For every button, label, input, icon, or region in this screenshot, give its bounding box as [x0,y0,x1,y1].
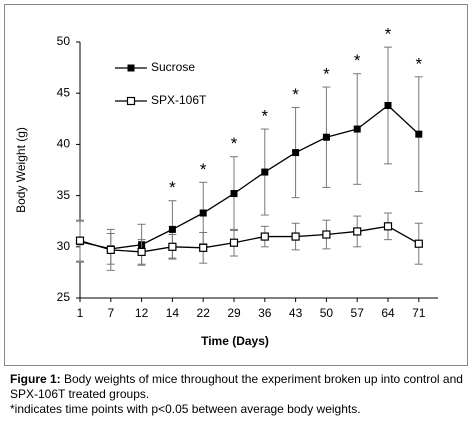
point [260,232,269,241]
point [75,236,85,245]
point [126,96,136,106]
point [353,125,361,133]
x-tick-label: 14 [166,306,180,320]
legend-label: Sucrose [151,60,195,74]
point [127,64,135,72]
point [322,133,330,141]
x-tick-label: 36 [258,306,272,320]
legend-label: SPX-106T [151,93,207,107]
x-tick-label: 12 [135,306,149,320]
x-tick-label: 1 [77,306,84,320]
point [353,227,362,236]
caption-label: Figure 1: [10,372,61,386]
significance-mark: * [169,178,176,197]
x-tick-label: 43 [289,306,303,320]
point [291,232,300,241]
caption: Figure 1: Body weights of mice throughou… [10,372,465,417]
y-axis-label: Body Weight (g) [14,127,28,213]
point [106,245,115,254]
y-tick-label: 25 [57,290,71,304]
x-tick-label: 57 [351,306,365,320]
series-line [79,225,420,253]
point [292,149,300,157]
significance-mark: * [385,25,392,44]
y-tick-label: 45 [57,85,71,99]
x-tick-label: 50 [320,306,334,320]
point [384,101,392,109]
point [199,243,208,252]
significance-mark: * [323,65,330,84]
x-tick-label: 71 [412,306,426,320]
point [414,239,423,248]
x-axis-label: Time (Days) [201,334,269,348]
significance-mark: * [261,107,268,126]
point [229,238,239,247]
point [415,130,423,138]
y-tick-label: 30 [57,239,71,253]
figure-frame [4,4,468,366]
x-tick-label: 64 [381,306,395,320]
caption-text: Body weights of mice throughout the expe… [10,372,463,401]
significance-mark: * [354,51,361,70]
x-tick-label: 7 [107,306,114,320]
series-line [79,104,420,250]
point [168,225,176,233]
point [199,209,207,217]
y-tick-label: 50 [57,34,71,48]
x-tick-label: 22 [197,306,211,320]
point [261,168,269,176]
point [383,222,393,231]
point [322,230,331,239]
y-tick-label: 35 [57,188,71,202]
point [137,247,146,257]
point [230,190,238,198]
x-tick-label: 29 [227,306,241,320]
y-tick-label: 40 [57,137,71,151]
point [168,242,177,251]
chart: Body Weight (g) Time (Days) 25 30 35 40 45 50… [14,25,438,348]
significance-mark: * [200,160,207,179]
significance-mark: * [231,134,238,153]
significance-mark: * [292,85,299,104]
caption-note: *indicates time points with p<0.05 betwe… [10,402,361,416]
significance-mark: * [415,54,422,73]
